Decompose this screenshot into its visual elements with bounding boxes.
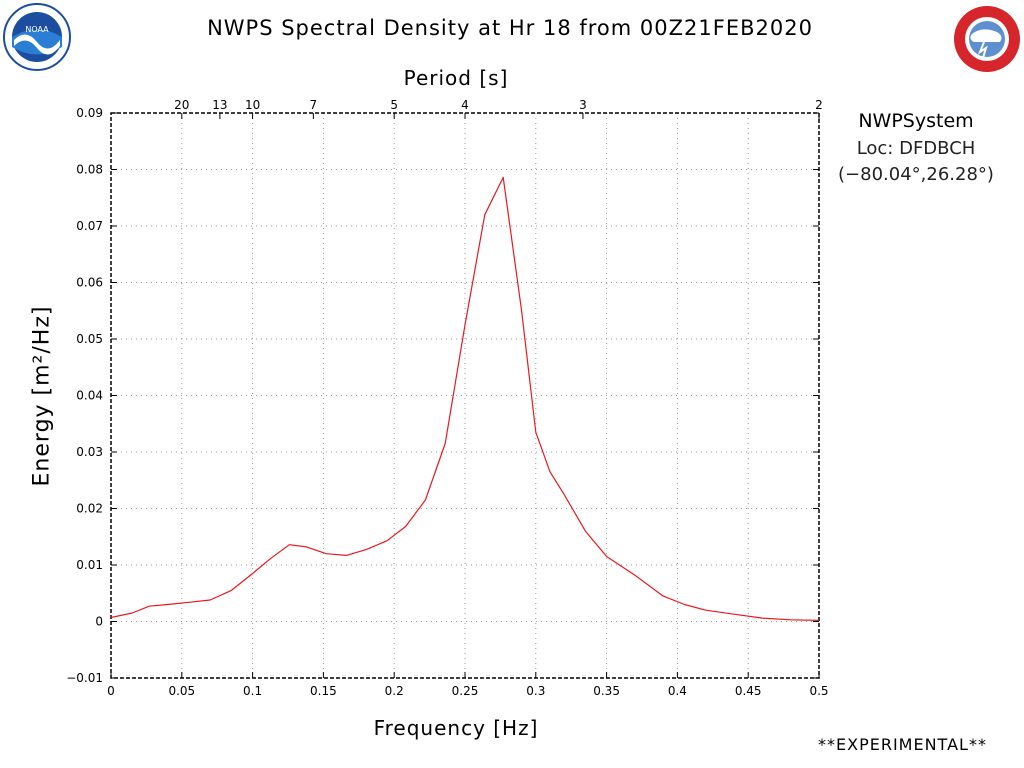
x-tick-label: 0.45 [735, 684, 762, 698]
location-coordinates: (−80.04°,26.28°) [838, 164, 994, 185]
y-tick-label: −0.01 [66, 671, 103, 685]
period-tick-label: 3 [579, 98, 587, 112]
chart-title: NWPS Spectral Density at Hr 18 from 00Z2… [207, 16, 813, 40]
experimental-note: **EXPERIMENTAL** [818, 735, 987, 754]
x-tick-label: 0.35 [593, 684, 620, 698]
y-tick-label: 0.09 [76, 106, 103, 120]
period-tick-label: 5 [390, 98, 398, 112]
period-tick-label: 7 [310, 98, 318, 112]
x-tick-label: 0.4 [668, 684, 687, 698]
y-tick-label: 0.08 [76, 163, 103, 177]
period-tick-label: 10 [245, 98, 260, 112]
x-tick-label: 0.5 [809, 684, 828, 698]
period-tick-label: 13 [212, 98, 227, 112]
y-tick-label: 0 [95, 615, 103, 629]
spectral-density-line [110, 176, 820, 621]
period-tick-label: 2 [815, 98, 823, 112]
location-code: Loc: DFDBCH [856, 138, 976, 159]
y-tick-label: 0.03 [76, 445, 103, 459]
noaa-logo: NOAA [2, 2, 72, 72]
x-tick-label: 0.15 [310, 684, 337, 698]
x-axis-label: Frequency [Hz] [373, 716, 539, 740]
svg-text:NOAA: NOAA [25, 25, 49, 34]
system-name: NWPSystem [858, 110, 974, 132]
y-tick-label: 0.05 [76, 332, 103, 346]
period-axis-label: Period [s] [403, 66, 509, 90]
y-tick-label: 0.04 [76, 389, 103, 403]
x-tick-label: 0.2 [385, 684, 404, 698]
y-tick-label: 0.07 [76, 219, 103, 233]
x-tick-label: 0.25 [452, 684, 479, 698]
x-tick-label: 0.3 [526, 684, 545, 698]
x-tick-label: 0 [107, 684, 115, 698]
period-tick-label: 20 [174, 98, 189, 112]
national-weather-service-logo [952, 4, 1022, 74]
x-tick-label: 0.05 [168, 684, 195, 698]
x-tick-label: 0.1 [243, 684, 262, 698]
y-tick-label: 0.02 [76, 502, 103, 516]
period-tick-label: 4 [461, 98, 469, 112]
y-tick-label: 0.01 [76, 558, 103, 572]
y-tick-label: 0.06 [76, 276, 103, 290]
